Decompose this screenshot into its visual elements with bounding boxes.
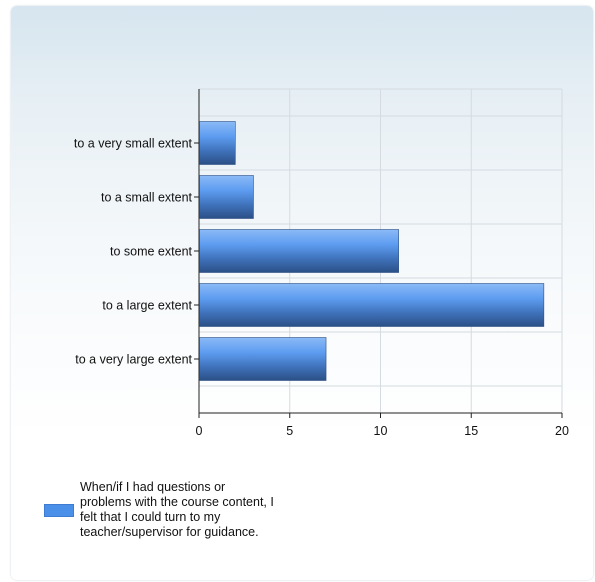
x-tick-label: 0 [196,424,203,438]
x-tick-label: 5 [286,424,293,438]
category-label: to a large extent [102,299,192,313]
bars [199,121,545,381]
bar [199,121,236,165]
x-tick-label: 20 [555,424,569,438]
x-tick-label: 15 [464,424,478,438]
bar [199,229,399,273]
legend-label: When/if I had questions or problems with… [80,480,274,539]
bar [199,283,545,327]
legend: When/if I had questions or problems with… [44,480,284,540]
category-label: to a very large extent [75,353,192,367]
category-label: to some extent [110,245,193,259]
axes [194,89,563,418]
category-label: to a very small extent [74,137,193,151]
bar [199,337,327,381]
bar [199,175,254,219]
x-tick-label: 10 [374,424,388,438]
category-label: to a small extent [101,191,193,205]
legend-swatch [44,503,74,517]
labels: 0 5 10 15 20 to a very small extent to a small… [74,137,569,439]
